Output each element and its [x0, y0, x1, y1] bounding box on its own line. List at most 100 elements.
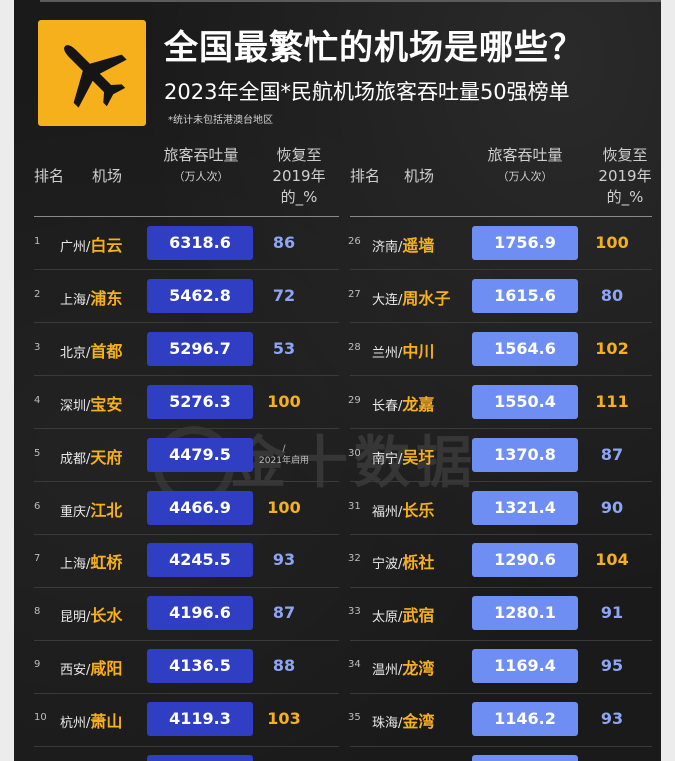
airport-short-name: 虹桥: [90, 553, 123, 573]
recovery-value: 102: [595, 338, 629, 358]
airport-short-name: 宝安: [90, 394, 123, 414]
airport-name: 大连/周水子: [372, 285, 450, 309]
airport-short-name: 浦东: [90, 288, 123, 308]
row-separator: [350, 428, 652, 430]
header-airport-left: 机场: [92, 167, 123, 185]
header-recovery-line1: 恢复至: [276, 146, 322, 164]
airport-short-name: 天府: [90, 447, 123, 467]
throughput-bar: 4479.5: [147, 437, 253, 472]
throughput-bar: 4136.5: [147, 649, 253, 684]
recovery-value: 100: [267, 497, 301, 517]
recovery-value: 72: [272, 285, 296, 305]
row-separator: [34, 428, 339, 430]
row-separator: [350, 639, 652, 641]
throughput-bar: 1550.4: [472, 384, 578, 419]
airport-short-name: 遥墙: [402, 236, 435, 255]
right-frame-border: [661, 0, 675, 761]
throughput-bar-partial: [147, 755, 253, 761]
throughput-bar: 1370.8: [472, 437, 578, 472]
rank-number: 29: [348, 394, 361, 406]
rank-number: 27: [348, 288, 361, 300]
airport-short-name: 长乐: [402, 500, 435, 520]
header-throughput-unit: （万人次）: [497, 170, 553, 183]
airport-city: 上海/: [60, 557, 91, 573]
airport-name: 温州/龙湾: [372, 655, 434, 679]
recovery-value: 80: [600, 285, 624, 305]
airport-city: 宁波/: [372, 557, 403, 573]
airport-name: 珠海/金湾: [372, 708, 434, 732]
recovery-value: 93: [600, 709, 624, 729]
header-airport-right: 机场: [404, 167, 435, 185]
header-throughput-right: 旅客吞吐量 （万人次）: [470, 145, 580, 187]
row-separator: [34, 375, 339, 377]
airport-short-name: 江北: [90, 500, 123, 520]
recovery-value: 53: [272, 338, 296, 358]
recovery-value: 104: [595, 550, 629, 570]
header-recovery-line3: 的_%: [280, 188, 318, 206]
row-separator: [34, 639, 339, 641]
recovery-value: 90: [600, 497, 624, 517]
rank-number: 33: [348, 606, 361, 618]
airport-name: 兰州/中川: [372, 338, 434, 362]
row-separator: [350, 269, 652, 271]
airport-name: 北京/首都: [60, 338, 122, 362]
recovery-note: 2021年启用: [259, 455, 309, 466]
airport-name: 上海/浦东: [60, 285, 122, 309]
rank-number: 1: [34, 236, 41, 247]
airport-city: 长春/: [372, 398, 403, 414]
rank-number: 31: [348, 500, 361, 512]
header-rule-right: [350, 216, 652, 217]
airport-name: 成都/天府: [60, 444, 122, 468]
top-divider: [40, 0, 661, 2]
throughput-bar: 5276.3: [147, 384, 253, 419]
rank-number: 30: [348, 447, 361, 459]
airport-name: 昆明/长水: [60, 602, 122, 626]
airport-short-name: 萧山: [90, 712, 123, 732]
airport-name: 长春/龙嘉: [372, 391, 434, 415]
throughput-bar: 5462.8: [147, 278, 253, 313]
rank-number: 6: [34, 500, 41, 512]
recovery-value: 86: [272, 233, 296, 252]
throughput-bar: 1280.1: [472, 596, 578, 631]
throughput-bar: 4466.9: [147, 490, 253, 525]
airport-name: 深圳/宝安: [60, 391, 122, 415]
throughput-bar: 1564.6: [472, 331, 578, 366]
header-recovery-line2: 2019年: [272, 167, 326, 185]
airport-city: 温州/: [372, 663, 403, 679]
throughput-bar: 1615.6: [472, 278, 578, 313]
footnote: *统计未包括港澳台地区: [168, 115, 273, 126]
rank-number: 7: [34, 553, 41, 565]
airport-city: 大连/: [372, 292, 403, 308]
airport-short-name: 武宿: [402, 606, 435, 626]
airport-city: 珠海/: [372, 716, 403, 732]
recovery-value: 100: [595, 233, 629, 252]
airport-name: 上海/虹桥: [60, 549, 122, 573]
rank-number: 3: [34, 341, 41, 353]
airport-city: 北京/: [60, 345, 91, 361]
airport-city: 济南/: [372, 240, 403, 255]
airport-city: 西安/: [60, 663, 91, 679]
header-recovery-line1: 恢复至: [602, 146, 648, 164]
header-throughput-label: 旅客吞吐量: [163, 146, 239, 164]
row-separator: [350, 586, 652, 588]
header-throughput-unit: （万人次）: [173, 170, 229, 183]
throughput-bar: 1290.6: [472, 543, 578, 578]
row-separator: [34, 269, 339, 271]
airport-city: 杭州/: [60, 716, 91, 732]
airport-short-name: 首都: [90, 341, 123, 361]
page-subtitle: 2023年全国*民航机场旅客吞吐量50强榜单: [164, 80, 570, 104]
row-separator: [34, 745, 339, 747]
airport-city: 南宁/: [372, 451, 403, 467]
airport-city: 成都/: [60, 451, 91, 467]
rank-number: 10: [34, 712, 47, 724]
airport-name: 福州/长乐: [372, 497, 434, 521]
throughput-bar: 4196.6: [147, 596, 253, 631]
row-separator: [350, 745, 652, 747]
header-throughput-label: 旅客吞吐量: [487, 146, 563, 164]
rank-number: 5: [34, 447, 41, 459]
row-separator: [350, 375, 652, 377]
rank-number: 26: [348, 236, 361, 247]
logo: [38, 20, 146, 126]
header-rule-left: [34, 216, 339, 217]
watermark: 金十数据: [230, 431, 478, 496]
